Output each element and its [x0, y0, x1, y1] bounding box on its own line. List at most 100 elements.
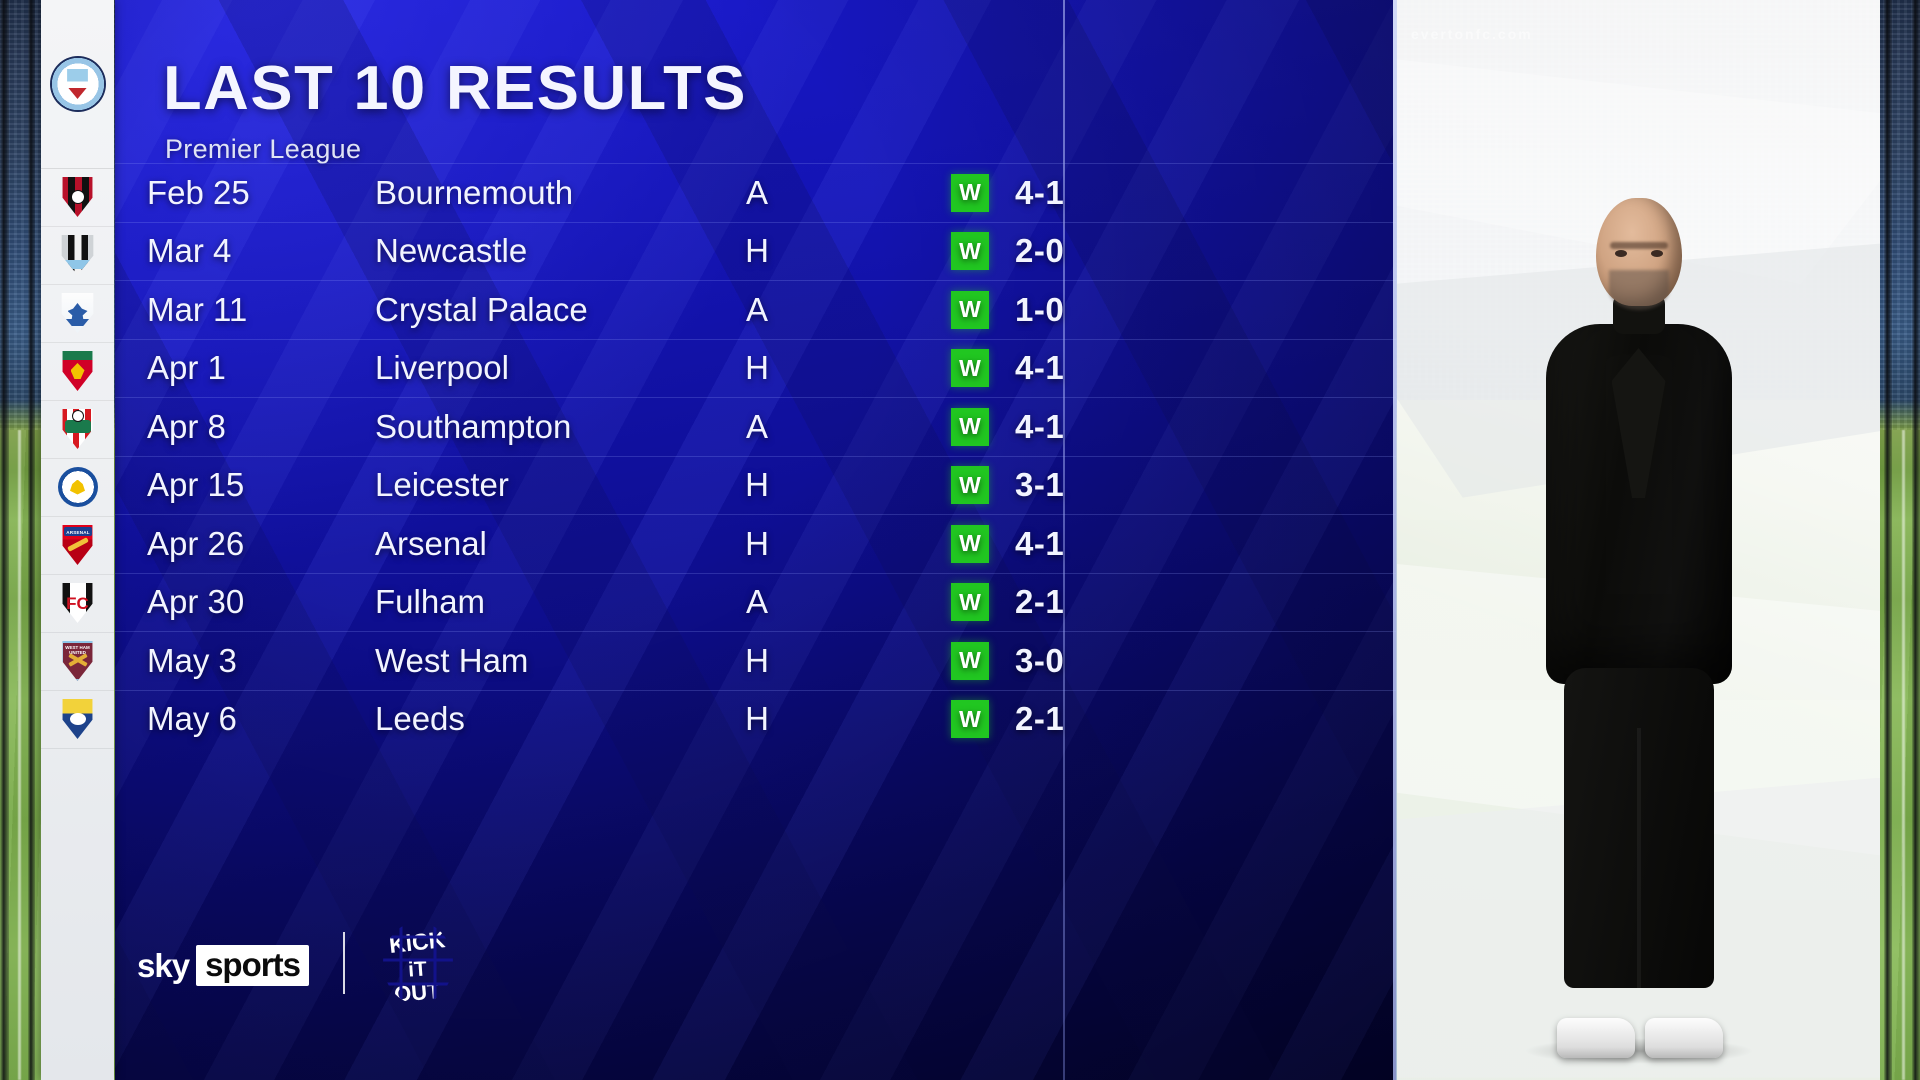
outcome-badge: W	[951, 290, 989, 329]
table-row[interactable]: May 6 Leeds H W 2-1	[115, 689, 1396, 749]
cell-date: Apr 1	[147, 349, 226, 387]
outcome-badge: W	[951, 700, 989, 739]
cell-date: May 3	[147, 641, 237, 679]
cell-opponent: Southampton	[375, 407, 572, 445]
manager-portrait	[1509, 198, 1769, 1064]
cell-score: 4-1	[1015, 407, 1065, 445]
panel-seam	[1393, 0, 1397, 1080]
portrait-eye-right	[1650, 250, 1663, 257]
portrait-eye-left	[1614, 250, 1627, 257]
sports-wordmark: sports	[196, 944, 309, 986]
fulham-crest-icon: FC	[61, 583, 95, 623]
crest-cell-leicester[interactable]	[41, 458, 114, 517]
stanchion-post-left	[0, 0, 9, 1080]
cell-opponent: Newcastle	[375, 232, 528, 270]
cell-outcome: W	[951, 515, 989, 573]
svg-text:KiCK: KiCK	[388, 926, 447, 958]
cell-opponent: West Ham	[375, 641, 529, 679]
bournemouth-crest-icon	[61, 177, 95, 217]
west-ham-crest-icon: WEST HAM UNITED	[61, 641, 95, 681]
cell-venue: H	[745, 466, 769, 504]
table-row[interactable]: May 3 West Ham H W 3-0	[115, 631, 1396, 690]
crystal-palace-crest-icon	[60, 293, 96, 333]
crest-cell-newcastle[interactable]	[41, 226, 114, 285]
arsenal-crest-icon: Arsenal	[61, 525, 95, 565]
cell-outcome: W	[951, 574, 989, 632]
cell-score: 3-0	[1015, 641, 1065, 679]
cell-venue: A	[745, 173, 768, 211]
outcome-badge: W	[951, 349, 989, 388]
table-row[interactable]: Apr 8 Southampton A W 4-1	[115, 397, 1396, 456]
cell-outcome: W	[951, 632, 989, 690]
cell-date: Apr 8	[147, 407, 226, 445]
cell-score: 2-1	[1015, 700, 1065, 738]
logo-separator	[342, 932, 345, 994]
cell-date: Mar 11	[147, 290, 248, 328]
cell-opponent: Arsenal	[375, 524, 487, 562]
cell-outcome: W	[951, 281, 989, 339]
pitch-line	[18, 430, 21, 1080]
page-subtitle: Premier League	[165, 134, 362, 164]
table-row[interactable]: Mar 11 Crystal Palace A W 1-0	[115, 280, 1396, 339]
cell-venue: H	[745, 524, 769, 562]
table-row[interactable]: Feb 25 Bournemouth A W 4-1	[115, 163, 1396, 222]
cell-score: 2-1	[1015, 583, 1065, 621]
team-crest-rail: Arsenal FC WEST HAM UNITED	[41, 0, 114, 1080]
cell-date: May 6	[147, 700, 237, 738]
cell-venue: A	[745, 290, 768, 328]
cell-score: 4-1	[1015, 524, 1065, 562]
cell-date: Apr 30	[147, 583, 245, 621]
cell-opponent: Leeds	[375, 700, 465, 738]
results-panel: LAST 10 RESULTS Premier League Feb 25 Bou…	[115, 0, 1396, 1080]
cell-venue: H	[745, 232, 769, 270]
crest-cell-southampton[interactable]	[41, 400, 114, 459]
crest-cell-arsenal[interactable]: Arsenal	[41, 516, 114, 575]
cell-venue: H	[745, 349, 769, 387]
table-row[interactable]: Apr 15 Leicester H W 3-1	[115, 455, 1396, 515]
cell-date: Mar 4	[147, 232, 232, 270]
cell-outcome: W	[951, 223, 989, 281]
cell-date: Apr 26	[147, 524, 245, 562]
crest-cell-crystal-palace[interactable]	[41, 284, 114, 343]
pitch-line-right	[1902, 430, 1905, 1080]
table-row[interactable]: Apr 1 Liverpool H W 4-1	[115, 338, 1396, 398]
manager-photo-panel: evertonfc.com	[1397, 0, 1880, 1080]
portrait-legs	[1563, 668, 1714, 988]
leicester-crest-icon	[57, 467, 98, 507]
outcome-badge: W	[951, 232, 989, 271]
stanchion-post-right	[1884, 0, 1892, 1080]
cell-date: Feb 25	[147, 173, 250, 211]
crest-cell-bournemouth[interactable]	[41, 168, 114, 227]
results-table: Feb 25 Bournemouth A W 4-1 Mar 4 Newcastle H W 2-…	[115, 163, 1396, 748]
stanchion-post-right-outer	[1912, 0, 1920, 1080]
table-row[interactable]: Apr 30 Fulham A W 2-1	[115, 572, 1396, 632]
portrait-shoe-left	[1556, 1018, 1635, 1058]
cell-outcome: W	[951, 164, 989, 222]
cell-outcome: W	[951, 340, 989, 398]
portrait-beard	[1608, 270, 1669, 310]
outcome-badge: W	[951, 173, 989, 212]
cell-opponent: Leicester	[375, 466, 509, 504]
page-title: LAST 10 RESULTS	[163, 54, 747, 123]
outcome-badge: W	[951, 524, 989, 563]
kick-it-out-logo: KiCK iT OUT	[379, 920, 457, 1006]
cell-outcome: W	[951, 398, 989, 456]
cell-score: 1-0	[1015, 290, 1065, 328]
cell-score: 2-0	[1015, 232, 1065, 270]
cell-score: 4-1	[1015, 349, 1065, 387]
sky-sports-logo: sky sports	[137, 944, 309, 986]
crest-cell-fulham[interactable]: FC	[41, 574, 114, 633]
cell-opponent: Crystal Palace	[375, 290, 588, 328]
cell-opponent: Bournemouth	[375, 173, 574, 211]
table-row[interactable]: Apr 26 Arsenal H W 4-1	[115, 514, 1396, 573]
crest-cell-liverpool[interactable]	[41, 342, 114, 401]
outcome-badge: W	[951, 466, 989, 505]
crest-cell-manchester-city[interactable]	[41, 0, 114, 169]
newcastle-crest-icon	[60, 235, 96, 275]
crest-cell-west-ham[interactable]: WEST HAM UNITED	[41, 632, 114, 691]
crest-cell-leeds[interactable]	[41, 690, 114, 749]
cell-outcome: W	[951, 691, 989, 749]
table-row[interactable]: Mar 4 Newcastle H W 2-0	[115, 221, 1396, 281]
footer-logos: sky sports KiCK iT OUT	[137, 920, 457, 1006]
